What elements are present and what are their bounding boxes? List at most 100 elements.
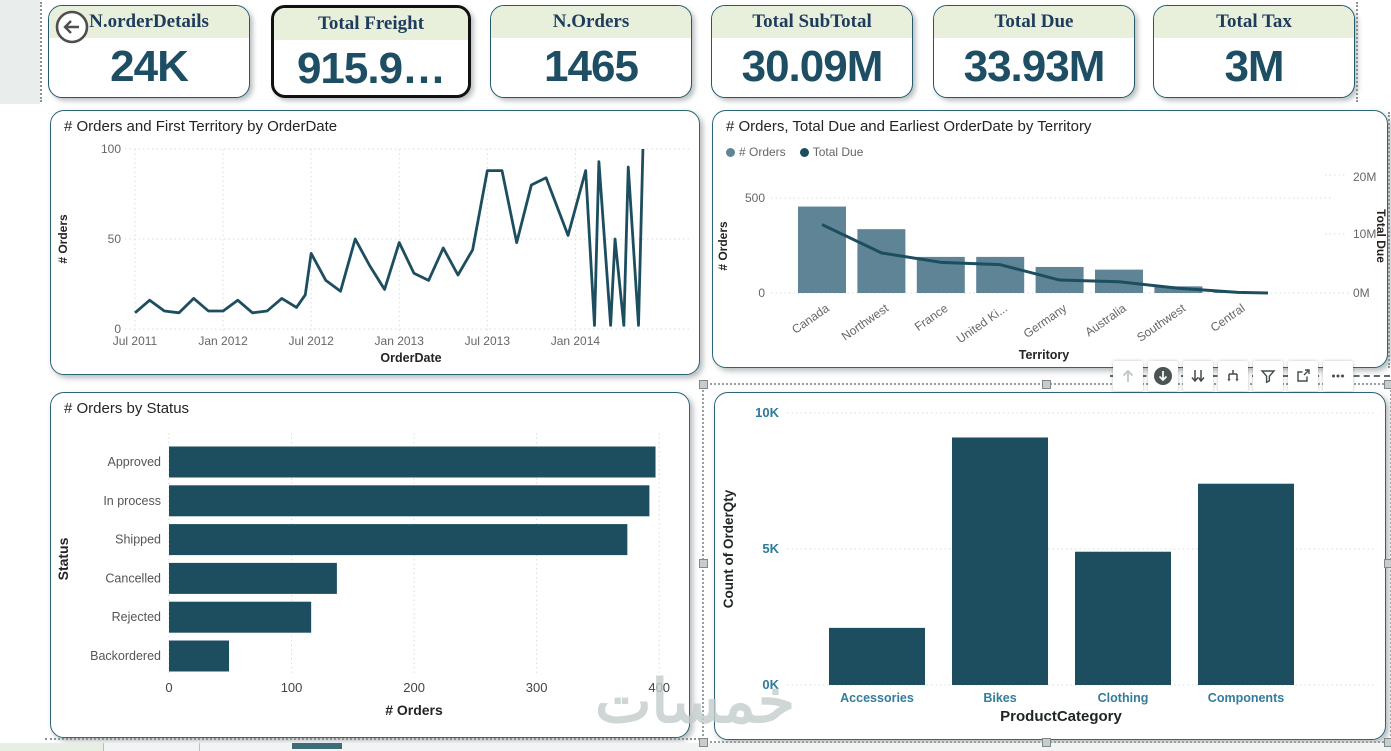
panel-orders-by-status[interactable]: # Orders by Status Approved In process Shi… — [50, 392, 690, 738]
go-to-next-level-icon[interactable] — [1183, 361, 1213, 391]
focus-mode-icon[interactable] — [1288, 361, 1318, 391]
panel-orders-due-by-territory[interactable]: # Orders, Total Due and Earliest OrderDa… — [712, 110, 1388, 368]
bottom-strip-separator — [103, 743, 104, 751]
legend-dot — [799, 147, 809, 157]
visual-header-toolbar — [1113, 361, 1353, 391]
svg-text:Bikes: Bikes — [983, 691, 1016, 705]
resize-handle-mid-left[interactable] — [699, 559, 708, 568]
selection-border-bottom — [45, 738, 700, 740]
more-options-icon[interactable] — [1323, 361, 1353, 391]
combo-chart: 500 0 0M 10M 20M Canada Northwest France United … — [716, 170, 1388, 362]
svg-text:Rejected: Rejected — [112, 610, 161, 624]
svg-text:0: 0 — [165, 680, 172, 695]
horizontal-bar-chart: Approved In process Shipped Cancelled Reject… — [55, 433, 670, 718]
svg-text:0: 0 — [114, 322, 121, 336]
svg-text:Approved: Approved — [107, 455, 161, 469]
svg-text:50: 50 — [108, 232, 122, 246]
svg-text:In process: In process — [103, 494, 161, 508]
svg-text:# Orders: # Orders — [385, 702, 443, 718]
bottom-scrollbar[interactable] — [0, 743, 1391, 751]
selection-border-left — [40, 2, 42, 102]
legend-item[interactable]: Total Due — [799, 145, 864, 159]
svg-text:Central: Central — [1208, 301, 1248, 335]
resize-handle-bottom-left[interactable] — [699, 738, 708, 747]
svg-text:Northwest: Northwest — [839, 301, 892, 344]
svg-text:10K: 10K — [755, 405, 779, 420]
svg-text:Shipped: Shipped — [115, 533, 161, 547]
svg-text:Status: Status — [55, 537, 71, 580]
kpi-card-total-freight[interactable]: Total Freight 915.9… — [271, 5, 471, 98]
legend-item[interactable]: # Orders — [726, 145, 786, 159]
kpi-card-n-orders[interactable]: N.Orders 1465 — [490, 5, 692, 98]
kpi-value: 915.9… — [296, 44, 446, 93]
selection-dash-segment — [1110, 375, 1390, 377]
selection-border-right-kpi — [1356, 2, 1358, 102]
kpi-title: Total Tax — [1154, 6, 1354, 38]
kpi-card-total-subtotal[interactable]: Total SubTotal 30.09M — [711, 5, 913, 98]
kpi-value: 24K — [110, 42, 189, 91]
svg-text:Clothing: Clothing — [1098, 691, 1149, 705]
svg-text:100: 100 — [281, 680, 303, 695]
svg-text:0K: 0K — [762, 677, 779, 692]
legend: # Orders Total Due — [726, 145, 863, 159]
svg-text:200: 200 — [403, 680, 425, 695]
chart-title: # Orders and First Territory by OrderDat… — [64, 118, 338, 135]
svg-text:0M: 0M — [1353, 286, 1370, 300]
svg-text:Backordered: Backordered — [90, 649, 161, 663]
kpi-title: Total SubTotal — [712, 6, 912, 38]
kpi-card-n-orderdetails[interactable]: N.orderDetails 24K — [48, 5, 250, 98]
back-arrow-icon[interactable] — [54, 9, 90, 50]
svg-text:# Orders: # Orders — [56, 214, 70, 264]
drill-down-icon[interactable] — [1148, 361, 1178, 391]
svg-text:Southwest: Southwest — [1134, 301, 1188, 345]
svg-text:ProductCategory: ProductCategory — [1000, 708, 1122, 725]
svg-text:500: 500 — [745, 191, 765, 205]
resize-handle-top-right[interactable] — [1384, 380, 1391, 389]
column-chart: 0K 5K 10K Accessories Bikes Clothing Component… — [721, 405, 1375, 725]
resize-handle-bottom-right[interactable] — [1384, 738, 1391, 747]
panel-orders-by-orderdate[interactable]: # Orders and First Territory by OrderDat… — [50, 110, 700, 375]
resize-handle-bottom-center[interactable] — [1042, 738, 1051, 747]
legend-dot — [726, 147, 735, 157]
svg-text:Jul 2013: Jul 2013 — [465, 334, 511, 348]
resize-handle-mid-right[interactable] — [1384, 559, 1391, 568]
kpi-title: Total Freight — [274, 8, 468, 40]
svg-text:France: France — [912, 301, 951, 334]
chart-title: # Orders, Total Due and Earliest OrderDa… — [726, 118, 1092, 135]
resize-handle-top-left[interactable] — [699, 380, 708, 389]
drill-up-icon[interactable] — [1113, 361, 1143, 391]
kpi-value: 1465 — [544, 42, 639, 91]
svg-text:Germany: Germany — [1021, 301, 1069, 341]
bottom-strip-segment — [0, 743, 103, 751]
svg-text:Jul 2011: Jul 2011 — [113, 334, 158, 348]
resize-handle-top-center[interactable] — [1042, 380, 1051, 389]
svg-text:400: 400 — [648, 680, 670, 695]
svg-text:10M: 10M — [1353, 227, 1376, 241]
svg-text:# Orders: # Orders — [716, 221, 730, 271]
svg-text:United Ki...: United Ki... — [954, 301, 1010, 346]
panel-orderqty-by-productcategory[interactable]: 0K 5K 10K Accessories Bikes Clothing Component… — [714, 392, 1386, 740]
svg-text:Accessories: Accessories — [840, 691, 914, 705]
chart-title: # Orders by Status — [64, 400, 190, 417]
kpi-card-total-tax[interactable]: Total Tax 3M — [1153, 5, 1355, 98]
kpi-value: 33.93M — [963, 42, 1106, 91]
scrollbar-thumb[interactable] — [292, 743, 342, 749]
kpi-value: 30.09M — [741, 42, 884, 91]
svg-text:Total Due: Total Due — [1374, 209, 1388, 263]
svg-text:300: 300 — [526, 680, 548, 695]
legend-label: Total Due — [812, 145, 864, 159]
filter-icon[interactable] — [1253, 361, 1283, 391]
svg-text:0: 0 — [758, 286, 765, 300]
kpi-card-total-due[interactable]: Total Due 33.93M — [933, 5, 1135, 98]
svg-text:Territory: Territory — [1019, 348, 1070, 362]
svg-text:Canada: Canada — [789, 301, 832, 337]
svg-text:Jan 2014: Jan 2014 — [551, 334, 601, 348]
line-chart: 0 50 100 Jul 2011 Jan 2012 Jul 2012 Jan 2013 Ju… — [56, 142, 691, 365]
kpi-value: 3M — [1224, 42, 1284, 91]
expand-all-down-icon[interactable] — [1218, 361, 1248, 391]
svg-text:Jul 2012: Jul 2012 — [288, 334, 334, 348]
svg-text:Count of OrderQty: Count of OrderQty — [721, 489, 736, 608]
svg-text:Components: Components — [1208, 691, 1284, 705]
svg-text:Cancelled: Cancelled — [105, 571, 161, 585]
